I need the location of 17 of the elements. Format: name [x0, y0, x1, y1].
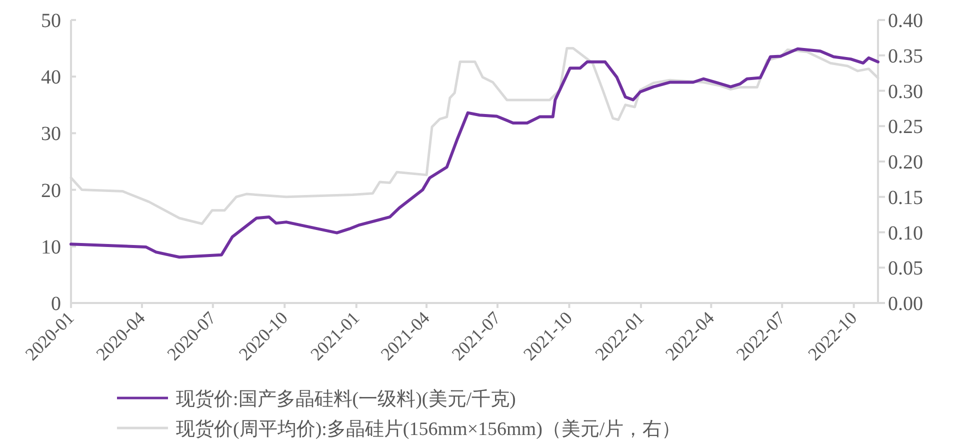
- y2-tick-label: 0.10: [888, 222, 923, 244]
- y2-tick-label: 0.05: [888, 258, 923, 280]
- y-tick-label: 20: [41, 180, 61, 202]
- y2-tick-label: 0.00: [888, 293, 923, 315]
- y2-tick-label: 0.20: [888, 152, 923, 174]
- y2-tick-label: 0.35: [888, 45, 923, 68]
- y2-tick-label: 0.25: [888, 116, 923, 138]
- y-tick-label: 40: [41, 66, 61, 89]
- y2-tick-label: 0.15: [888, 186, 923, 209]
- y-tick-label: 0: [51, 293, 61, 315]
- y-tick-label: 50: [41, 10, 61, 32]
- y2-tick-label: 0.30: [888, 80, 923, 103]
- y2-tick-label: 0.40: [888, 10, 923, 32]
- legend-label: 现货价:国产多晶硅料(一级料)(美元/千克): [176, 388, 516, 410]
- legend-label: 现货价(周平均价):多晶硅片(156mm×156mm)（美元/片，右）: [176, 418, 681, 440]
- y-tick-label: 10: [41, 236, 61, 258]
- y-tick-label: 30: [41, 123, 61, 146]
